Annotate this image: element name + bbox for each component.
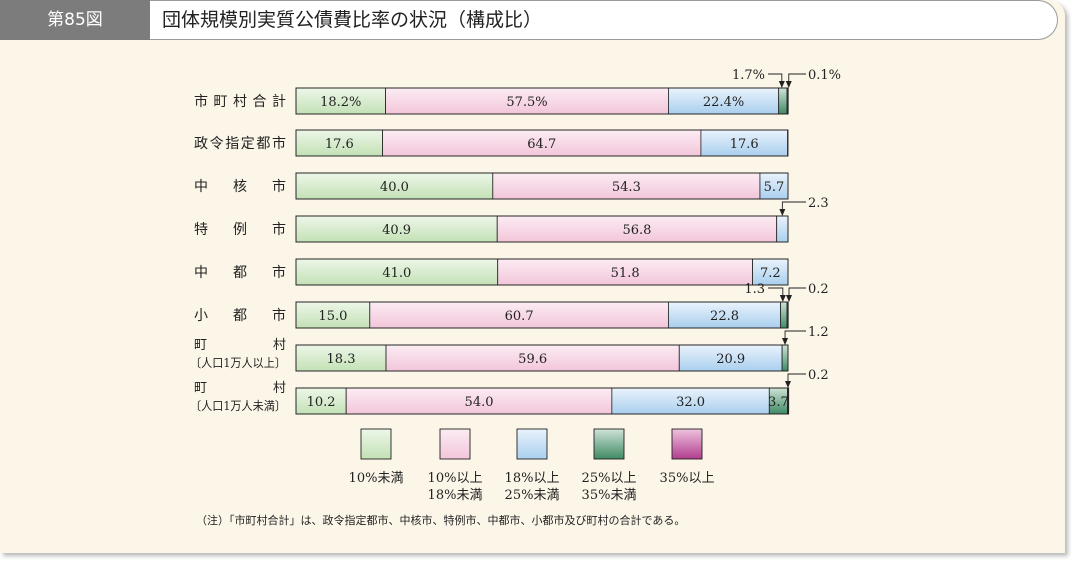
callout-leader — [781, 201, 806, 214]
data-label: 51.8 — [611, 266, 640, 281]
bar-outline — [295, 344, 789, 372]
data-label: 32.0 — [676, 395, 705, 410]
bar-outline — [295, 129, 789, 157]
header-bar — [0, 0, 1058, 40]
category-label: 町 村 — [194, 381, 286, 396]
callout-arrowhead — [785, 381, 791, 388]
legend-swatch — [439, 428, 471, 460]
data-label: 54.0 — [465, 395, 494, 410]
callout-arrowhead — [778, 81, 785, 88]
callout-leader — [787, 373, 806, 386]
callout-arrowhead — [779, 295, 786, 302]
legend-swatch — [671, 428, 703, 460]
callout-arrowhead — [779, 209, 786, 216]
bar-segment — [295, 215, 498, 243]
category-label: 政令指定都市 — [194, 135, 286, 152]
legend-label: 10%未満 — [349, 471, 404, 486]
bar-segment — [492, 172, 761, 200]
data-label: 7.2 — [760, 266, 781, 281]
bar-segment — [496, 215, 778, 243]
callout-arrowhead — [786, 295, 793, 302]
callout-label: 0.2 — [808, 368, 829, 383]
bar-segment — [776, 215, 789, 243]
legend-label: 18%以上 — [505, 471, 560, 486]
callout-label: 1.3 — [744, 282, 765, 297]
category-label: 市町村合計 — [194, 93, 286, 110]
data-label: 20.9 — [716, 352, 745, 367]
legend-label: 25%未満 — [505, 488, 560, 503]
bar-segment — [345, 387, 613, 415]
callout-label: 2.3 — [808, 196, 829, 211]
callout-leader — [768, 73, 783, 86]
data-label: 64.7 — [527, 137, 556, 152]
data-label: 5.7 — [764, 180, 785, 195]
data-label: 22.8 — [710, 309, 739, 324]
category-label: 町 村 — [194, 338, 286, 353]
category-label: 小 都 市 — [194, 307, 286, 324]
bar-outline — [295, 258, 789, 286]
bar-outline — [295, 301, 789, 329]
legend-swatch — [593, 428, 625, 460]
data-label: 40.0 — [380, 180, 409, 195]
callout-leader — [768, 287, 784, 300]
legend-label: 25%以上 — [582, 471, 637, 486]
bar-outline — [295, 172, 789, 200]
callout-leader — [784, 330, 806, 343]
bar-outline — [295, 215, 789, 243]
bar-outline — [295, 387, 789, 415]
category-label: 特 例 市 — [194, 221, 286, 238]
category-label: 中 都 市 — [194, 264, 286, 281]
data-label: 18.2% — [320, 95, 361, 110]
data-label: 57.5% — [506, 95, 547, 110]
data-label: 41.0 — [382, 266, 411, 281]
bar-segment — [781, 344, 789, 372]
legend-label: 10%以上 — [428, 471, 483, 486]
legend-label: 35%以上 — [660, 471, 715, 486]
legend-label: 35%未満 — [582, 488, 637, 503]
figure-title: 団体規模別実質公債費比率の状況（構成比） — [162, 9, 543, 31]
legend-label: 18%未満 — [428, 488, 483, 503]
data-label: 54.3 — [612, 180, 641, 195]
figure-number: 第85図 — [0, 0, 150, 40]
category-label: 中 核 市 — [194, 178, 286, 195]
data-label: 56.8 — [622, 223, 651, 238]
category-sublabel: 〔人口1万人以上〕 — [190, 356, 286, 370]
data-label: 3.7 — [768, 395, 789, 410]
data-label: 18.3 — [327, 352, 356, 367]
footnote: （注）「市町村合計」は、政令指定都市、中核市、特例市、中都市、小都市及び町村の合… — [196, 514, 686, 527]
bar-segment — [752, 258, 789, 286]
callout-leader — [788, 287, 806, 300]
callout-label: 0.1% — [808, 68, 841, 83]
bar-segment — [611, 387, 770, 415]
legend-swatch — [360, 428, 392, 460]
bar-segment — [700, 129, 788, 157]
data-label: 15.0 — [318, 309, 347, 324]
callout-label: 0.2 — [808, 282, 829, 297]
data-label: 59.6 — [518, 352, 547, 367]
bar-segment — [385, 344, 680, 372]
callout-label: 1.2 — [808, 325, 829, 340]
bar-segment — [295, 387, 347, 415]
callout-label: 1.7% — [732, 68, 765, 83]
bar-segment — [369, 301, 669, 329]
bar-outline — [295, 87, 789, 115]
data-label: 17.6 — [730, 137, 759, 152]
bar-segment — [780, 301, 788, 329]
data-label: 60.7 — [505, 309, 534, 324]
callout-arrowhead — [782, 338, 789, 345]
bar-segment — [295, 301, 371, 329]
category-sublabel: 〔人口1万人未満〕 — [190, 399, 286, 413]
data-label: 17.6 — [325, 137, 354, 152]
data-label: 22.4% — [703, 95, 744, 110]
bar-segment — [778, 87, 788, 115]
callout-arrowhead — [785, 81, 792, 88]
legend-swatch — [516, 428, 548, 460]
callout-leader — [788, 73, 806, 86]
data-label: 10.2 — [307, 395, 336, 410]
bar-segment — [497, 258, 753, 286]
data-label: 40.9 — [382, 223, 411, 238]
bar-segment — [295, 258, 499, 286]
